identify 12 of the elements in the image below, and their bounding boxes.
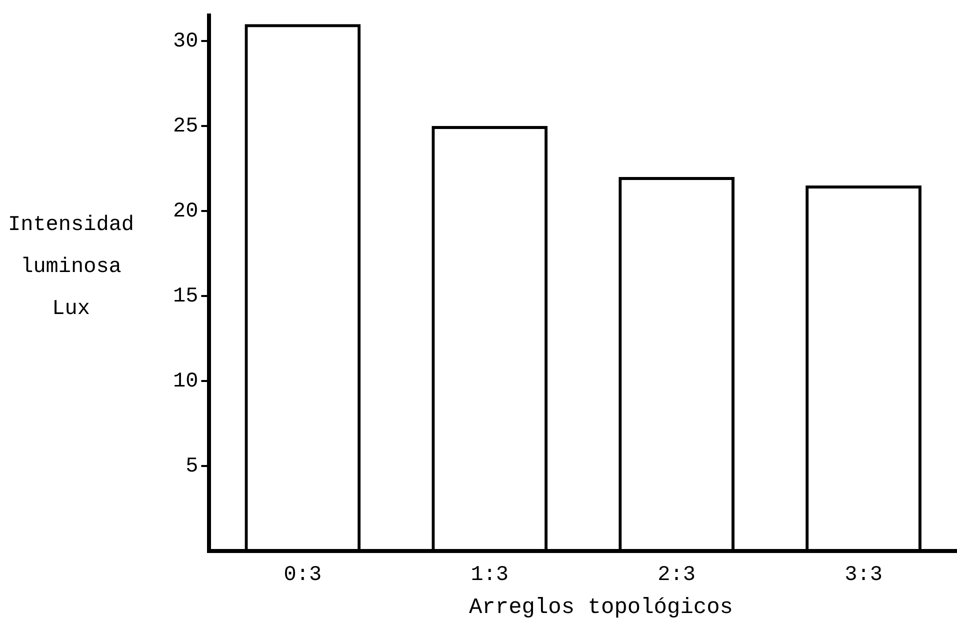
x-axis-title: Arreglos topológicos (468, 595, 734, 620)
y-tick-label: 15 (172, 286, 198, 309)
x-tick-label: 2:3 (658, 564, 696, 587)
y-tick-label: 25 (172, 116, 198, 139)
x-tick-label: 0:3 (284, 564, 322, 587)
y-tick-label: 30 (172, 30, 198, 54)
y-tick-label: 5 (186, 455, 198, 478)
y-axis-title: Intensidad luminosa Lux (8, 213, 134, 323)
x-tick-label: 1:3 (470, 564, 509, 587)
y-tick-label: 10 (172, 370, 198, 394)
x-tick-label: 3:3 (844, 564, 882, 587)
y-tick-label: 20 (172, 200, 198, 224)
